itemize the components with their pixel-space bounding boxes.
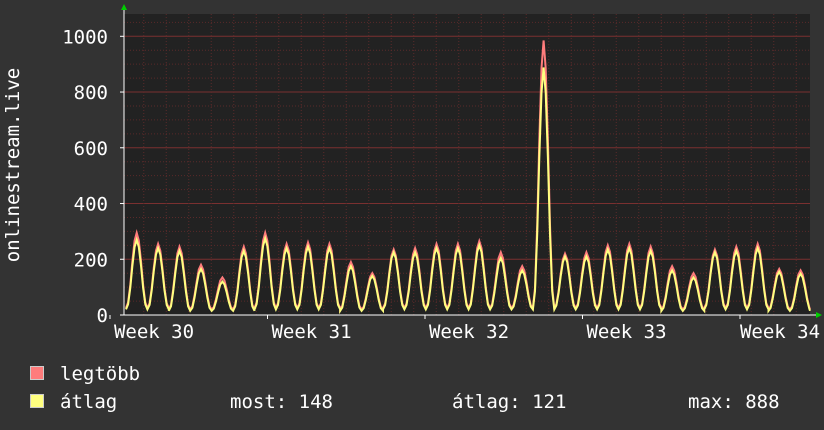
legend-label-avg: átlag bbox=[60, 391, 118, 413]
x-tick-label: Week 32 bbox=[429, 321, 509, 343]
y-tick-label: 800 bbox=[74, 82, 108, 104]
series-layer bbox=[125, 40, 811, 315]
grid-lines bbox=[124, 14, 810, 315]
y-axis-arrow bbox=[121, 4, 127, 10]
legend-swatch-max bbox=[30, 366, 44, 380]
legend-swatch-avg bbox=[30, 394, 44, 408]
y-axis-label: onlinestream.live bbox=[2, 68, 24, 262]
y-tick-labels: 0 200 400 600 800 1000 bbox=[62, 26, 124, 327]
plot-area bbox=[124, 14, 810, 315]
stat-max: max: 888 bbox=[688, 391, 780, 413]
x-tick-label: Week 33 bbox=[586, 321, 666, 343]
y-tick-label: 200 bbox=[74, 249, 108, 271]
legend-label-max: legtöbb bbox=[60, 363, 141, 385]
x-tick-labels: Week 30 Week 31 Week 32 Week 33 Week 34 bbox=[109, 315, 820, 343]
y-tick-label: 1000 bbox=[62, 26, 108, 48]
stat-now: most: 148 bbox=[230, 391, 333, 413]
axes bbox=[121, 4, 822, 318]
x-tick-label: Week 30 bbox=[114, 321, 194, 343]
y-tick-label: 600 bbox=[74, 138, 108, 160]
x-tick-label: Week 34 bbox=[740, 321, 820, 343]
plot-background bbox=[124, 14, 810, 315]
y-tick-label: 400 bbox=[74, 194, 108, 216]
x-tick-label: Week 31 bbox=[271, 321, 351, 343]
series-line-avg bbox=[125, 67, 811, 315]
stat-avg: átlag: 121 bbox=[452, 391, 567, 413]
x-axis-arrow bbox=[816, 312, 822, 318]
y-tick-label: 0 bbox=[97, 305, 108, 327]
